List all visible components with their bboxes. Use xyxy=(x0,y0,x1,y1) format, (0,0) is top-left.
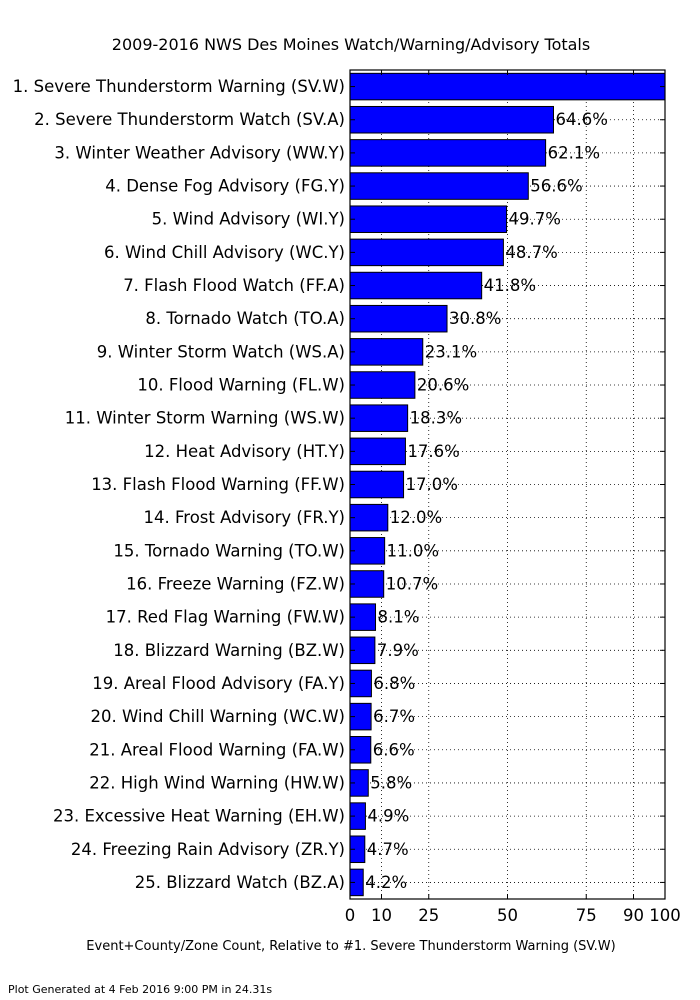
x-tick-label: 10 xyxy=(371,906,392,925)
x-ticks: 0 10 25 50 75 90 100 xyxy=(345,70,681,925)
value-label: 4.9% xyxy=(367,807,409,826)
category-label: 15. Tornado Warning (TO.W) xyxy=(113,541,345,560)
bar xyxy=(349,271,483,300)
value-label: 17.0% xyxy=(406,475,458,494)
value-label: 41.8% xyxy=(484,276,536,295)
category-label: 9. Winter Storm Watch (WS.A) xyxy=(97,342,345,361)
category-label: 25. Blizzard Watch (BZ.A) xyxy=(135,873,345,892)
value-label: 20.6% xyxy=(417,376,469,395)
bar xyxy=(349,172,529,200)
value-label: 11.0% xyxy=(387,541,439,560)
category-label: 11. Winter Storm Warning (WS.W) xyxy=(65,409,345,428)
category-label: 6. Wind Chill Advisory (WC.Y) xyxy=(104,243,345,262)
category-label: 19. Areal Flood Advisory (FA.Y) xyxy=(92,674,345,693)
category-label: 18. Blizzard Warning (BZ.W) xyxy=(113,641,345,660)
category-labels: 1. Severe Thunderstorm Warning (SV.W) 2. … xyxy=(13,77,345,892)
value-label: 6.7% xyxy=(373,707,415,726)
bar xyxy=(349,338,424,366)
plot-frame xyxy=(349,69,666,900)
category-label: 24. Freezing Rain Advisory (ZR.Y) xyxy=(71,840,345,859)
category-label: 5. Wind Advisory (WI.Y) xyxy=(152,210,345,229)
category-label: 10. Flood Warning (FL.W) xyxy=(137,376,345,395)
value-label: 56.6% xyxy=(530,177,582,196)
value-label: 18.3% xyxy=(410,409,462,428)
category-label: 4. Dense Fog Advisory (FG.Y) xyxy=(105,177,345,196)
category-label: 21. Areal Flood Warning (FA.W) xyxy=(89,740,345,759)
category-label: 20. Wind Chill Warning (WC.W) xyxy=(90,707,345,726)
bar xyxy=(349,139,547,167)
value-label: 49.7% xyxy=(509,210,561,229)
value-label: 4.2% xyxy=(365,873,407,892)
x-tick-label: 25 xyxy=(418,906,439,925)
x-tick-label: 0 xyxy=(345,906,356,925)
bar xyxy=(349,238,504,267)
value-label: 12.0% xyxy=(390,508,442,527)
category-label: 17. Red Flag Warning (FW.W) xyxy=(106,608,345,627)
category-label: 14. Frost Advisory (FR.Y) xyxy=(144,508,345,527)
bar xyxy=(349,205,508,233)
category-label: 8. Tornado Watch (TO.A) xyxy=(145,309,345,328)
category-label: 22. High Wind Warning (HW.W) xyxy=(89,773,345,792)
x-tick-label: 50 xyxy=(497,906,518,925)
value-label: 6.8% xyxy=(373,674,415,693)
value-label: 7.9% xyxy=(377,641,419,660)
value-labels: 64.6% 62.1% 56.6% 49.7% 48.7% 41.8% 30.8% 23.1%… xyxy=(365,110,608,892)
bar xyxy=(349,470,405,499)
x-tick-label: 75 xyxy=(576,906,597,925)
value-label: 4.7% xyxy=(367,840,409,859)
bar xyxy=(349,371,416,399)
bar xyxy=(349,503,389,532)
category-label: 1. Severe Thunderstorm Warning (SV.W) xyxy=(13,77,345,96)
value-label: 5.8% xyxy=(370,773,412,792)
x-tick-label: 90 xyxy=(623,906,644,925)
value-label: 6.6% xyxy=(373,740,415,759)
category-label: 23. Excessive Heat Warning (EH.W) xyxy=(53,807,345,826)
bar xyxy=(349,304,448,333)
value-label: 23.1% xyxy=(425,342,477,361)
category-label: 3. Winter Weather Advisory (WW.Y) xyxy=(54,143,345,162)
value-label: 8.1% xyxy=(378,608,420,627)
category-label: 13. Flash Flood Warning (FF.W) xyxy=(91,475,345,494)
value-label: 48.7% xyxy=(505,243,557,262)
bar xyxy=(349,404,409,432)
value-label: 64.6% xyxy=(555,110,607,129)
bar xyxy=(349,570,385,598)
category-label: 12. Heat Advisory (HT.Y) xyxy=(144,442,345,461)
category-label: 2. Severe Thunderstorm Watch (SV.A) xyxy=(34,110,345,129)
chart-title: 2009-2016 NWS Des Moines Watch/Warning/A… xyxy=(112,35,590,54)
bar xyxy=(349,105,554,134)
x-axis-label: Event+County/Zone Count, Relative to #1.… xyxy=(86,939,615,954)
value-label: 30.8% xyxy=(449,309,501,328)
bar xyxy=(349,537,386,565)
value-label: 10.7% xyxy=(386,574,438,593)
value-label: 62.1% xyxy=(548,143,600,162)
value-label: 17.6% xyxy=(407,442,459,461)
x-tick-label: 100 xyxy=(649,906,681,925)
category-label: 16. Freeze Warning (FZ.W) xyxy=(126,574,345,593)
bar xyxy=(349,437,406,466)
bar xyxy=(349,72,666,101)
plot-generated-note: Plot Generated at 4 Feb 2016 9:00 PM in … xyxy=(8,983,272,996)
category-label: 7. Flash Flood Watch (FF.A) xyxy=(123,276,345,295)
bars xyxy=(349,72,666,897)
